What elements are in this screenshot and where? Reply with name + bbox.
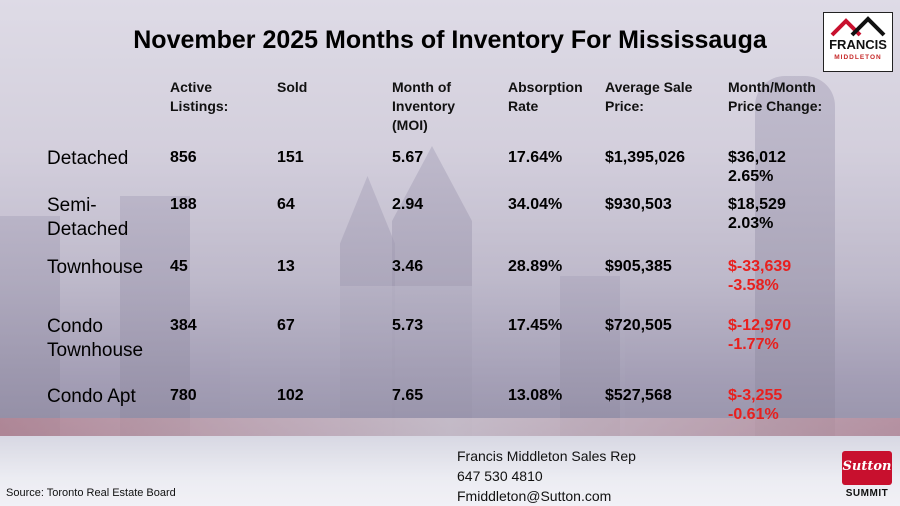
cell-average-sale-price: $930,503 xyxy=(605,196,672,213)
cell-price-change-percent: 2.03% xyxy=(728,215,774,232)
francis-middleton-logo: FRANCIS MIDDLETON xyxy=(823,12,893,72)
cell-moi: 7.65 xyxy=(392,387,424,404)
cell-absorption-rate: 28.89% xyxy=(508,258,563,275)
header-moi: Month of Inventory (MOI) xyxy=(392,79,456,133)
cell-price-change-amount: $18,529 xyxy=(728,196,786,213)
cell-price-change-amount: $-33,639 xyxy=(728,258,792,275)
cell-price-change-amount: $-3,255 xyxy=(728,387,783,404)
cell-active-listings: 856 xyxy=(170,149,197,166)
cell-price-change-percent: 2.65% xyxy=(728,168,774,185)
cell-moi: 5.67 xyxy=(392,149,424,166)
header-sold: Sold xyxy=(277,79,308,95)
cell-moi: 5.73 xyxy=(392,317,424,334)
cell-active-listings: 188 xyxy=(170,196,197,213)
header-month-price-change: Month/Month Price Change: xyxy=(728,79,823,114)
header-active-listings: Active Listings: xyxy=(170,79,229,114)
cell-absorption-rate: 17.64% xyxy=(508,149,563,166)
cell-sold: 64 xyxy=(277,196,295,213)
cell-average-sale-price: $1,395,026 xyxy=(605,149,686,166)
cell-active-listings: 384 xyxy=(170,317,197,334)
cell-absorption-rate: 13.08% xyxy=(508,387,563,404)
cell-average-sale-price: $905,385 xyxy=(605,258,672,275)
row-label: Semi- xyxy=(47,195,97,216)
row-label: Detached xyxy=(47,219,129,240)
cell-moi: 2.94 xyxy=(392,196,424,213)
contact-info: Francis Middleton Sales Rep 647 530 4810… xyxy=(457,446,636,506)
row-label: Condo xyxy=(47,316,103,337)
cell-price-change-amount: $36,012 xyxy=(728,149,786,166)
contact-name: Francis Middleton Sales Rep xyxy=(457,448,636,464)
cell-price-change-percent: -3.58% xyxy=(728,277,779,294)
cell-active-listings: 45 xyxy=(170,258,188,275)
cell-price-change-percent: -1.77% xyxy=(728,336,779,353)
cell-price-change-percent: -0.61% xyxy=(728,406,779,423)
cell-average-sale-price: $720,505 xyxy=(605,317,672,334)
cell-sold: 151 xyxy=(277,149,304,166)
source-note: Source: Toronto Real Estate Board xyxy=(6,487,176,499)
cell-moi: 3.46 xyxy=(392,258,424,275)
page-title: November 2025 Months of Inventory For Mi… xyxy=(133,26,767,54)
row-label: Condo Apt xyxy=(47,386,136,407)
row-label: Detached xyxy=(47,148,129,169)
cell-average-sale-price: $527,568 xyxy=(605,387,672,404)
cell-active-listings: 780 xyxy=(170,387,197,404)
header-absorption-rate: Absorption Rate xyxy=(508,79,583,114)
house-roof-icon xyxy=(830,16,886,37)
cell-sold: 67 xyxy=(277,317,295,334)
contact-email: Fmiddleton@Sutton.com xyxy=(457,488,612,504)
cell-sold: 102 xyxy=(277,387,304,404)
contact-phone: 647 530 4810 xyxy=(457,468,543,484)
cell-absorption-rate: 17.45% xyxy=(508,317,563,334)
cell-absorption-rate: 34.04% xyxy=(508,196,563,213)
cell-price-change-amount: $-12,970 xyxy=(728,317,792,334)
header-average-sale-price: Average Sale Price: xyxy=(605,79,693,114)
cell-sold: 13 xyxy=(277,258,295,275)
row-label: Townhouse xyxy=(47,257,144,278)
sutton-logo: Sutton SUMMIT xyxy=(838,451,896,503)
row-label: Townhouse xyxy=(47,340,144,361)
